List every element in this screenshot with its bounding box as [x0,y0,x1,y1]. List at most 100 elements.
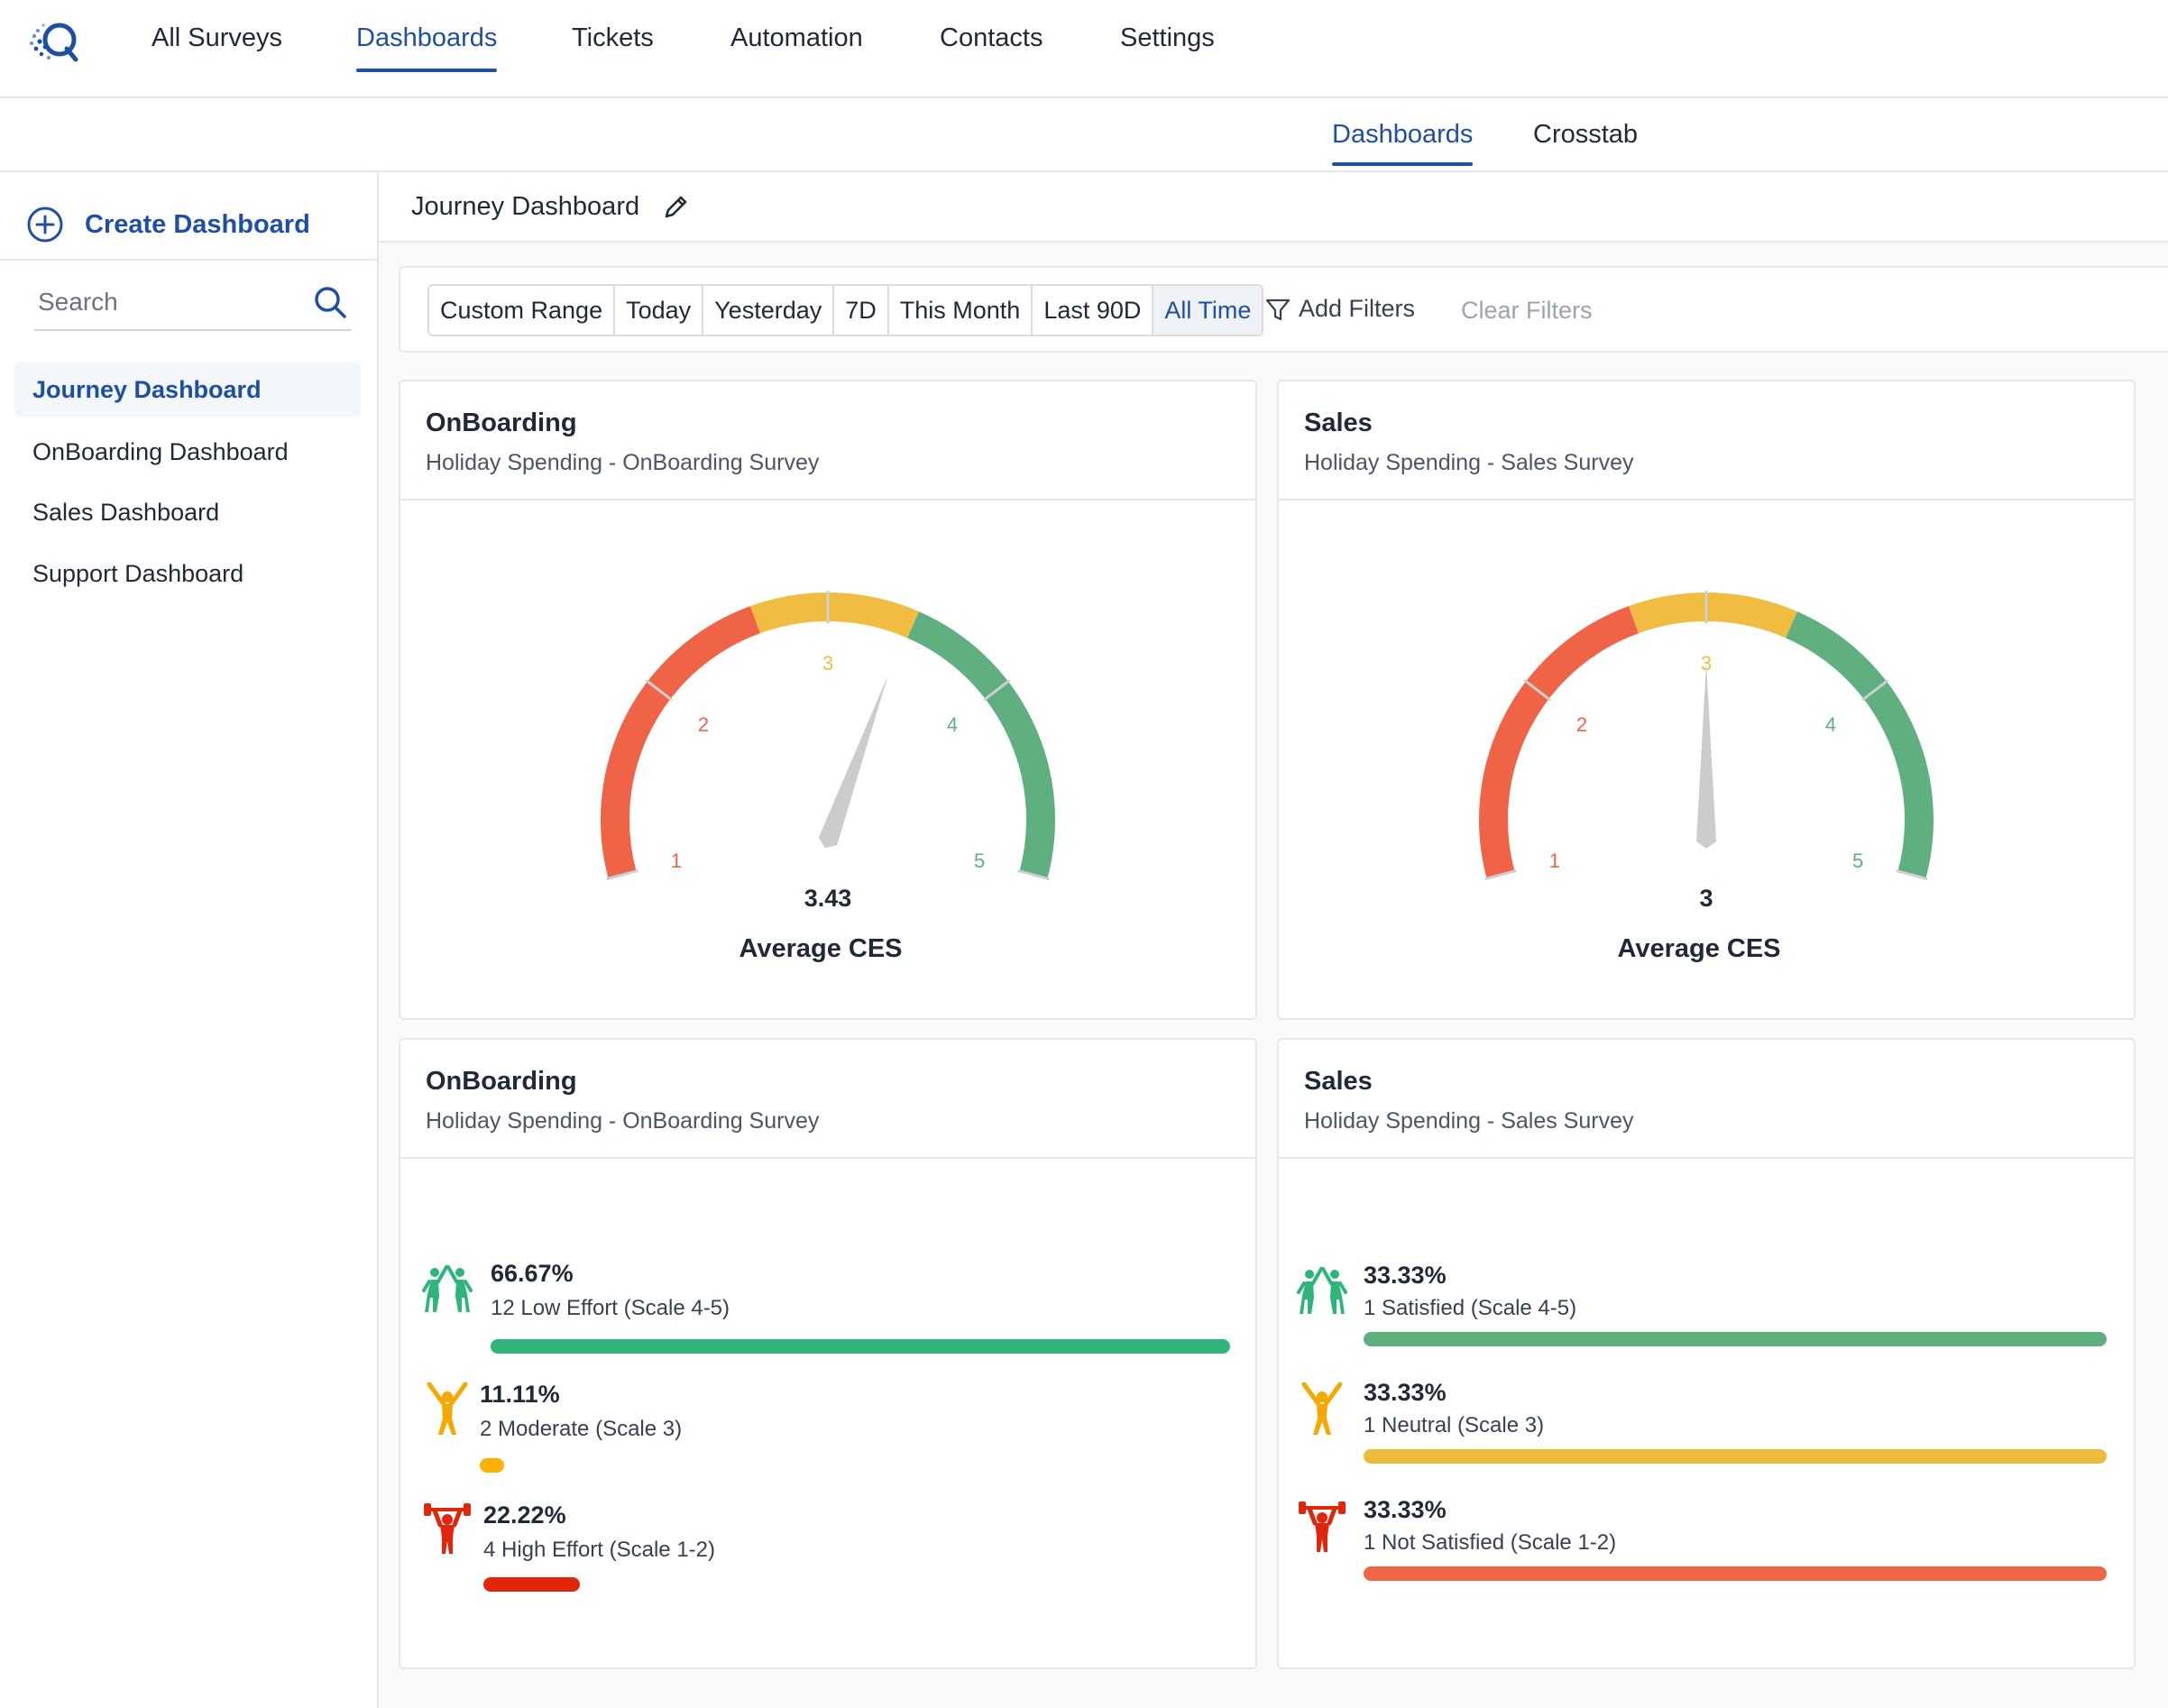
app-logo-icon[interactable] [27,18,83,69]
gauge-tick-mark [606,868,638,881]
range-last-90d-button[interactable]: Last 90D [1033,286,1154,335]
distribution-percentage: 33.33% [1364,1379,1447,1406]
distribution-label: 2 Moderate (Scale 3) [480,1417,683,1441]
gauge-chart: 123453Average CES [1479,591,1934,963]
top-navigation: All Surveys Dashboards Tickets Automatio… [0,0,2168,98]
gauge-value: 3.43 [804,885,852,912]
nav-settings[interactable]: Settings [1120,23,1215,52]
gauge-band-yellow [1629,592,1797,638]
sidebar-item-journey-dashboard[interactable]: Journey Dashboard [14,362,361,418]
distribution-bar-track [1364,1449,2107,1464]
distribution-bar-track [483,1577,752,1592]
gauge-tick-label: 2 [698,713,709,736]
card-header: Sales Holiday Spending - Sales Survey [1279,381,2134,500]
distribution-card-sales: Sales Holiday Spending - Sales Survey 33… [1277,1038,2136,1669]
gauge-band-red [601,606,761,879]
distribution-label: 1 Not Satisfied (Scale 1-2) [1364,1530,1617,1555]
gauge-card-sales: Sales Holiday Spending - Sales Survey 1 2… [1277,380,2136,1020]
card-header: OnBoarding Holiday Spending - OnBoarding… [400,1040,1255,1159]
gauge-tick-label: 3 [822,652,833,675]
distribution-bar-fill [1364,1449,2107,1464]
distribution-bar-track [1364,1332,2107,1346]
nav-automation[interactable]: Automation [730,23,863,52]
gauge-band-green [1786,611,1934,879]
card-subtitle: Holiday Spending - OnBoarding Survey [426,450,820,475]
add-filters-button[interactable]: Add Filters [1264,295,1415,323]
add-filters-label: Add Filters [1299,295,1416,322]
nav-all-surveys[interactable]: All Surveys [152,23,283,52]
gauge-band-red [1479,606,1640,879]
gauge-tick-mark [983,679,1011,702]
gauge-value: 3 [1699,885,1713,912]
sidebar-item-sales-dashboard[interactable]: Sales Dashboard [32,498,220,526]
range-yesterday-button[interactable]: Yesterday [703,286,835,335]
range-7d-button[interactable]: 7D [834,286,889,335]
gauge-tick-label: 1 [1549,849,1560,872]
search-icon[interactable] [312,284,348,320]
card-header: OnBoarding Holiday Spending - OnBoarding… [400,381,1255,500]
gauge-tick-label: 2 [1576,713,1587,736]
date-range-group: Custom Range Today Yesterday 7D This Month La… [427,284,1264,336]
distribution-percentage: 11.11% [480,1381,560,1408]
distribution-label: 1 Neutral (Scale 3) [1364,1413,1545,1437]
sidebar-item-onboarding-dashboard[interactable]: OnBoarding Dashboard [32,437,289,465]
distribution-percentage: 33.33% [1364,1262,1447,1289]
nav-contacts[interactable]: Contacts [940,23,1043,52]
person-arms-up-icon [1297,1382,1347,1437]
gauge-needle [1696,663,1716,849]
gauge-tick-mark [1861,679,1889,702]
gauge-needle [818,675,888,849]
funnel-filter-icon [1265,298,1291,320]
gauge-band-green [907,611,1055,879]
card-subtitle: Holiday Spending - OnBoarding Survey [426,1108,820,1134]
main-content: Journey Dashboard Custom Range Today Yeste… [379,172,2168,1708]
distribution-label: 12 Low Effort (Scale 4-5) [491,1296,730,1320]
page-title: Journey Dashboard [411,192,640,221]
distribution-bar-fill [483,1577,581,1592]
range-this-month-button[interactable]: This Month [888,286,1033,335]
gauge-card-onboarding: OnBoarding Holiday Spending - OnBoarding… [399,380,1257,1020]
distribution-label: 4 High Effort (Scale 1-2) [483,1538,716,1562]
search-input[interactable] [38,282,299,322]
distribution-percentage: 22.22% [483,1501,566,1529]
card-title: Sales [1304,409,1373,437]
tab-crosstab[interactable]: Crosstab [1533,120,1639,149]
card-title: Sales [1304,1067,1373,1096]
create-dashboard-label: Create Dashboard [85,209,310,239]
gauge-tick-label: 5 [1852,849,1863,872]
pencil-edit-icon[interactable] [662,192,691,221]
sidebar-search [34,275,352,331]
gauge-tick-label: 1 [671,849,682,872]
nav-dashboards[interactable]: Dashboards [356,23,498,72]
sub-navigation: Dashboards Crosstab [0,98,2168,172]
create-dashboard-button[interactable]: Create Dashboard [27,205,310,244]
card-header: Sales Holiday Spending - Sales Survey [1279,1040,2134,1159]
range-all-time-button[interactable]: All Time [1153,286,1263,335]
card-title: OnBoarding [426,409,577,437]
gauge-tick-mark [1484,868,1517,881]
distribution-bar-fill [1364,1566,2107,1581]
gauge-tick-mark [645,679,673,702]
high-five-icon [422,1262,473,1316]
gauge-label: Average CES [739,934,902,963]
weightlifter-icon [422,1501,473,1556]
high-five-icon [1297,1263,1347,1318]
sidebar-item-support-dashboard[interactable]: Support Dashboard [32,559,244,587]
weightlifter-icon [1297,1500,1347,1554]
range-custom-range-button[interactable]: Custom Range [429,286,616,335]
range-today-button[interactable]: Today [615,286,704,335]
card-subtitle: Holiday Spending - Sales Survey [1304,450,1634,475]
tab-dashboards[interactable]: Dashboards [1332,120,1474,166]
clear-filters-button[interactable]: Clear Filters [1461,297,1593,324]
gauge-chart: 1 2 3 4 5 3.43 Average CES [601,591,1055,963]
person-arms-up-icon [422,1382,473,1437]
distribution-label: 1 Satisfied (Scale 4-5) [1364,1296,1577,1320]
gauge-tick-mark [1896,868,1928,881]
gauge-tick-mark [1017,868,1050,881]
card-subtitle: Holiday Spending - Sales Survey [1304,1108,1634,1134]
sidebar-divider [0,259,377,261]
gauge-tick-label: 5 [974,849,985,872]
card-title: OnBoarding [426,1067,577,1096]
distribution-bar-fill [491,1339,1230,1354]
nav-tickets[interactable]: Tickets [572,23,654,52]
